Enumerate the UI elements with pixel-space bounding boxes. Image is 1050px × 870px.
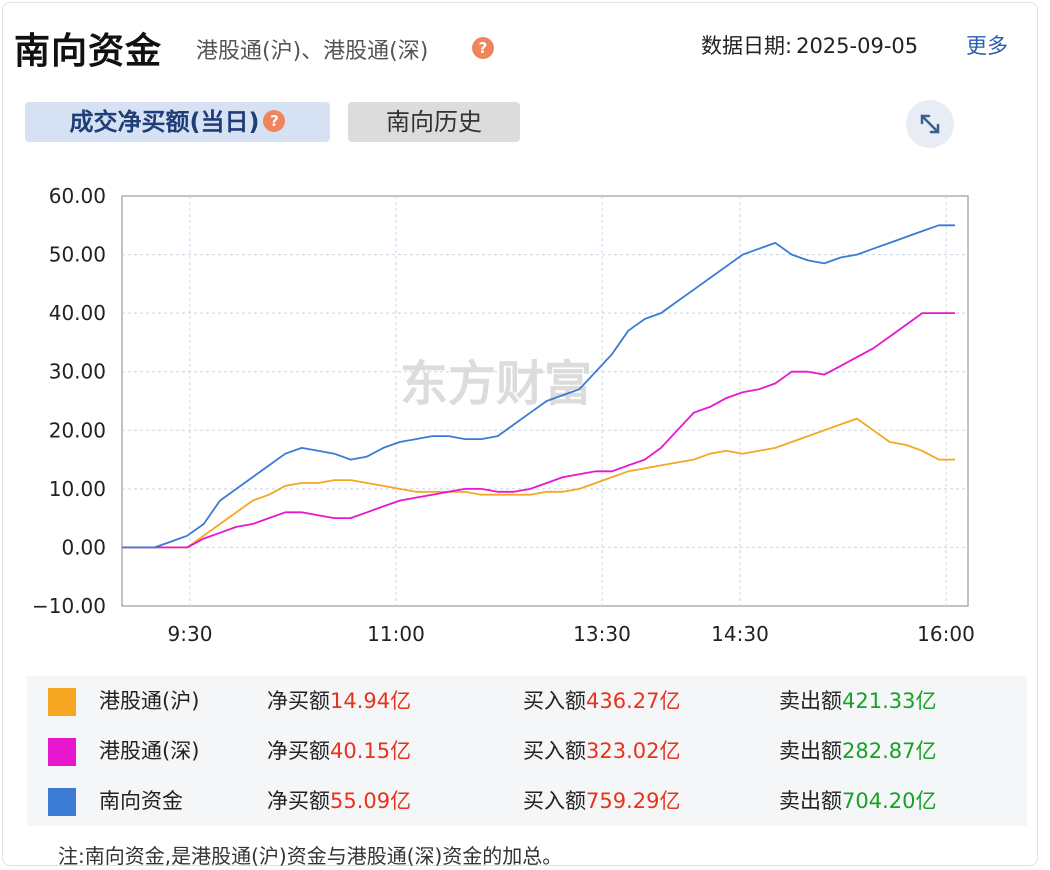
x-tick-label: 13:30: [573, 622, 631, 646]
legend-swatch: [48, 788, 76, 816]
series-line: [122, 312, 955, 549]
y-tick-label: 10.00: [49, 477, 106, 501]
data-date: 数据日期: 2025-09-05: [697, 30, 918, 60]
y-tick-label: 50.00: [49, 243, 106, 267]
help-icon[interactable]: ?: [263, 110, 286, 132]
series-line: [122, 224, 955, 549]
x-tick-label: 14:30: [711, 622, 769, 646]
date-value: 2025-09-05: [796, 34, 919, 58]
footnote: 注:南向资金,是港股通(沪)资金与港股通(深)资金的加总。: [58, 844, 563, 868]
net-buy: 净买额40.15亿: [267, 739, 412, 763]
page-title: 南向资金: [14, 31, 163, 72]
y-tick-label: 0.00: [61, 535, 106, 559]
net-buy: 净买额14.94亿: [267, 689, 412, 713]
sell-amount: 卖出额421.33亿: [779, 689, 937, 713]
legend-table: 港股通(沪) 净买额14.94亿 买入额436.27亿 卖出额421.33亿 港…: [27, 676, 1027, 826]
sell-amount: 卖出额282.87亿: [779, 739, 937, 763]
net-buy: 净买额55.09亿: [267, 789, 412, 813]
legend-row: 南向资金 净买额55.09亿 买入额759.29亿 卖出额704.20亿: [27, 776, 1027, 826]
x-tick-label: 11:00: [367, 622, 425, 646]
series-name: 港股通(深): [99, 739, 200, 763]
line-chart: 东方财富 60.00 50.00 40.00 30.00 20.00 10.00 0.00 −…: [32, 184, 975, 646]
tab-label: 成交净买额(当日): [69, 108, 260, 136]
more-link[interactable]: 更多: [966, 34, 1008, 58]
buy-amount: 买入额436.27亿: [523, 689, 681, 713]
tab-net-buy-today[interactable]: 成交净买额(当日)?: [25, 102, 330, 142]
buy-amount: 买入额759.29亿: [523, 789, 681, 813]
y-tick-label: 60.00: [49, 184, 106, 208]
legend-swatch: [48, 688, 76, 716]
legend-swatch: [48, 738, 76, 766]
buy-amount: 买入额323.02亿: [523, 739, 681, 763]
x-tick-label: 16:00: [917, 622, 975, 646]
legend-row: 港股通(沪) 净买额14.94亿 买入额436.27亿 卖出额421.33亿: [27, 676, 1027, 726]
y-tick-label: 30.00: [49, 360, 106, 384]
watermark: 东方财富: [400, 356, 592, 412]
help-icon[interactable]: ?: [472, 37, 494, 59]
y-tick-label: 20.00: [49, 418, 106, 442]
tab-southbound-history[interactable]: 南向历史: [348, 102, 520, 142]
series-name: 南向资金: [99, 789, 183, 813]
date-label: 数据日期:: [701, 34, 793, 58]
tab-label: 南向历史: [386, 108, 482, 136]
series-name: 港股通(沪): [99, 689, 200, 713]
page-subtitle: 港股通(沪)、港股通(深): [196, 39, 429, 64]
sell-amount: 卖出额704.20亿: [779, 789, 937, 813]
legend-row: 港股通(深) 净买额40.15亿 买入额323.02亿 卖出额282.87亿: [27, 726, 1027, 776]
x-tick-label: 9:30: [168, 622, 213, 646]
y-tick-label: −10.00: [32, 594, 106, 618]
y-tick-label: 40.00: [49, 301, 106, 325]
widget-frame: [2, 2, 1038, 866]
series-line: [122, 417, 955, 549]
expand-icon[interactable]: [906, 100, 954, 148]
plot-frame: [121, 195, 969, 607]
